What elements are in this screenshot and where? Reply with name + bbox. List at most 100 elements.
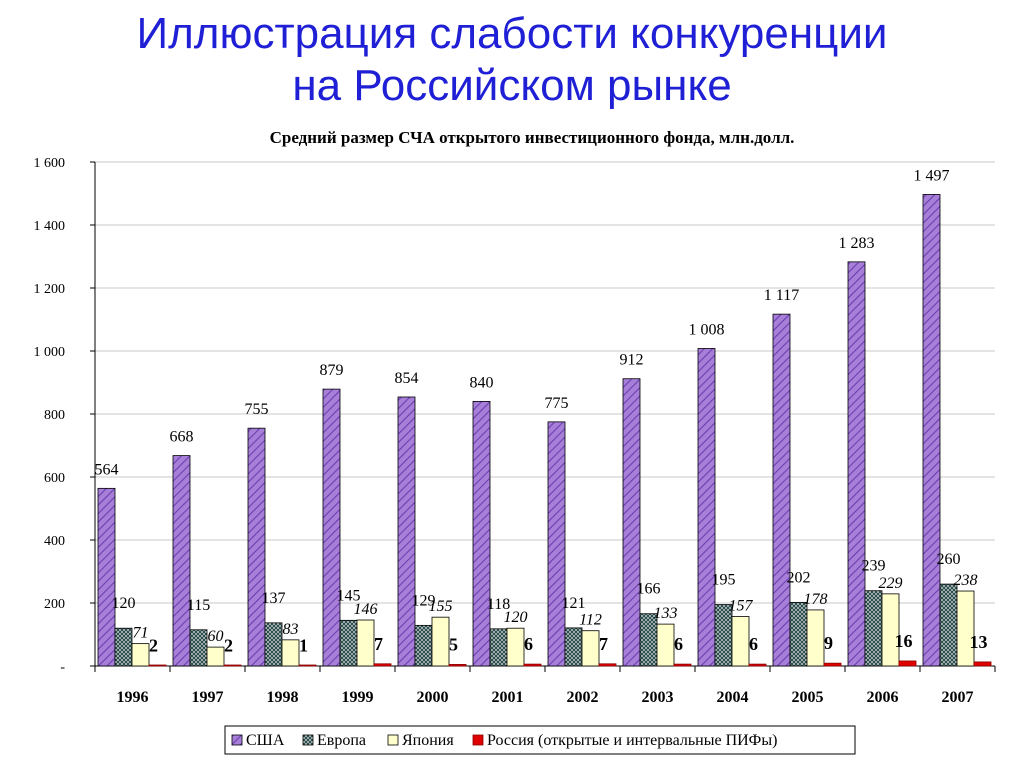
- bar-usa: [397, 396, 416, 667]
- bar-russia: [148, 664, 167, 667]
- bar-russia: [448, 664, 467, 667]
- bar-europe: [189, 629, 208, 667]
- bar-russia: [373, 663, 392, 667]
- data-label-japan: 133: [654, 605, 678, 622]
- data-label-europe: 137: [262, 590, 286, 607]
- bar-usa: [622, 378, 641, 667]
- bar-usa: [697, 348, 716, 667]
- data-label-europe: 195: [712, 572, 736, 589]
- x-category-label: 1998: [267, 689, 299, 706]
- chart-title: Средний размер СЧА открытого инвестицион…: [270, 128, 795, 147]
- data-label-russia: 9: [824, 633, 833, 653]
- legend-swatch-japan: [387, 734, 399, 746]
- bar-usa: [97, 487, 116, 667]
- bar-russia: [973, 661, 992, 667]
- x-axis-area: [95, 666, 995, 716]
- data-label-japan: 112: [579, 612, 602, 629]
- data-label-usa: 564: [95, 461, 119, 478]
- data-label-usa: 1 497: [914, 167, 950, 184]
- data-label-japan: 178: [804, 591, 828, 608]
- bar-usa: [847, 261, 866, 667]
- data-label-japan: 71: [133, 625, 149, 642]
- legend-swatch-russia: [472, 734, 484, 746]
- bar-europe: [114, 627, 133, 667]
- data-label-europe: 118: [487, 596, 510, 613]
- legend: США Европа Япония Россия (открытые и интерв…: [224, 725, 856, 755]
- x-category-label: 2002: [567, 689, 599, 706]
- data-label-usa: 912: [620, 352, 644, 369]
- data-label-usa: 1 283: [839, 235, 875, 252]
- data-label-japan: 157: [729, 598, 754, 615]
- legend-label: Япония: [402, 732, 454, 749]
- data-label-usa: 755: [245, 401, 269, 418]
- data-label-usa: 879: [320, 362, 344, 379]
- data-label-russia: 6: [749, 634, 758, 654]
- data-label-europe: 121: [562, 595, 586, 612]
- x-category-label: 1997: [192, 689, 224, 706]
- bar-japan: [206, 646, 225, 667]
- y-tick-label: 1 600: [34, 156, 66, 171]
- bar-japan: [956, 590, 975, 667]
- bar-russia: [223, 664, 242, 667]
- data-label-russia: 1: [299, 636, 308, 656]
- y-axis-ticks: - 200 400 600 800 1 000 1 200 1 400 1 600: [34, 156, 66, 675]
- bar-usa: [772, 313, 791, 667]
- y-tick-label: 600: [44, 471, 65, 486]
- grid-lines: [90, 161, 996, 716]
- data-label-europe: 115: [187, 597, 210, 614]
- bar-japan: [506, 627, 525, 667]
- bar-europe: [939, 583, 958, 667]
- data-label-russia: 2: [149, 635, 158, 655]
- bar-europe: [789, 601, 808, 667]
- y-tick-label: 1 200: [34, 282, 66, 297]
- bar-europe: [864, 590, 883, 667]
- bar-usa: [247, 427, 266, 667]
- slide-title: Иллюстрация слабости конкуренции на Росс…: [0, 8, 1024, 112]
- bar-russia: [298, 664, 317, 667]
- x-category-label: 2006: [867, 689, 899, 706]
- data-label-europe: 166: [637, 581, 661, 598]
- data-label-russia: 7: [374, 634, 383, 654]
- y-tick-label: 800: [44, 408, 65, 423]
- x-category-label: 2001: [492, 689, 524, 706]
- bar-europe: [339, 619, 358, 667]
- y-tick-label: 400: [44, 534, 65, 549]
- x-category-label: 2004: [717, 689, 749, 706]
- legend-label: США: [246, 732, 285, 749]
- data-label-russia: 13: [970, 632, 988, 652]
- bar-japan: [356, 619, 375, 667]
- x-category-label: 2003: [642, 689, 674, 706]
- data-label-japan: 155: [429, 598, 453, 615]
- data-label-japan: 238: [954, 572, 978, 589]
- data-label-europe: 129: [412, 592, 436, 609]
- data-label-usa: 1 117: [764, 287, 799, 304]
- data-label-usa: 775: [545, 395, 569, 412]
- bar-usa: [472, 400, 491, 667]
- data-label-russia: 7: [599, 634, 608, 654]
- bar-europe: [564, 627, 583, 667]
- slide-title-line-1: Иллюстрация слабости конкуренции: [136, 9, 888, 58]
- data-label-japan: 60: [208, 628, 224, 645]
- bar-russia: [748, 663, 767, 667]
- y-tick-label: 200: [44, 597, 65, 612]
- data-label-usa: 854: [395, 370, 419, 387]
- data-label-europe: 145: [337, 587, 361, 604]
- bar-japan: [581, 630, 600, 667]
- legend-box: [224, 725, 856, 755]
- data-label-japan: 229: [879, 575, 903, 592]
- legend-label: Европа: [317, 732, 366, 749]
- bar-usa: [322, 388, 341, 667]
- bar-usa: [172, 455, 191, 667]
- x-category-label: 1996: [117, 689, 149, 706]
- bars: [97, 194, 992, 667]
- y-tick-label: 1 400: [34, 219, 66, 234]
- bar-russia: [523, 663, 542, 667]
- data-label-usa: 668: [170, 429, 194, 446]
- bar-japan: [731, 616, 750, 667]
- bar-japan: [806, 609, 825, 667]
- legend-swatch-usa: [231, 734, 243, 746]
- slide-title-line-2: на Российском рынке: [292, 61, 732, 110]
- bar-russia: [823, 662, 842, 667]
